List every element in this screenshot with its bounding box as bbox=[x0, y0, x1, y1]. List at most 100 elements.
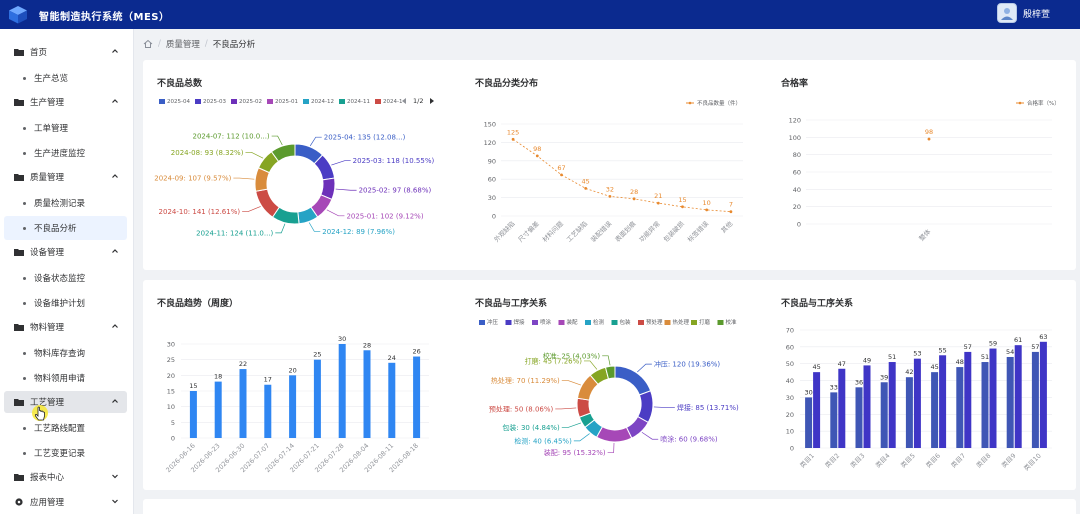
legend-label[interactable]: 合格率（%） bbox=[1027, 99, 1060, 107]
user-menu[interactable]: 殷梓萱 bbox=[996, 3, 1050, 23]
bar[interactable] bbox=[913, 358, 921, 448]
legend-swatch[interactable] bbox=[638, 320, 644, 325]
bar[interactable] bbox=[931, 372, 939, 448]
legend-swatch[interactable] bbox=[691, 320, 697, 325]
bar[interactable] bbox=[1039, 341, 1047, 448]
sidebar-group[interactable]: 工艺管理 bbox=[4, 391, 127, 413]
sidebar-group[interactable]: 质量管理 bbox=[4, 166, 127, 188]
legend-label[interactable]: 2025-02 bbox=[239, 99, 262, 105]
legend-label[interactable]: 包装 bbox=[620, 318, 632, 326]
sidebar-group[interactable]: 报表中心 bbox=[4, 466, 127, 488]
legend-swatch[interactable] bbox=[159, 99, 165, 104]
legend-swatch[interactable] bbox=[303, 99, 309, 104]
legend-label[interactable]: 打磨 bbox=[699, 318, 711, 326]
data-point[interactable] bbox=[584, 187, 588, 190]
sidebar-group[interactable]: 物料管理 bbox=[4, 316, 127, 338]
bar[interactable] bbox=[989, 348, 997, 448]
bar[interactable] bbox=[239, 369, 247, 438]
bar[interactable] bbox=[338, 344, 346, 438]
pie-slice[interactable] bbox=[595, 426, 633, 443]
bar[interactable] bbox=[413, 356, 421, 438]
legend-swatch[interactable] bbox=[611, 320, 618, 325]
bar[interactable] bbox=[805, 397, 813, 448]
bar[interactable] bbox=[1006, 356, 1014, 448]
legend-swatch[interactable] bbox=[267, 99, 273, 104]
legend-label[interactable]: 2024-11 bbox=[347, 99, 370, 105]
legend-swatch[interactable] bbox=[195, 99, 201, 104]
bar[interactable] bbox=[289, 375, 297, 438]
data-point[interactable] bbox=[560, 173, 563, 177]
sidebar-group[interactable]: 设备管理 bbox=[4, 241, 127, 263]
legend-label[interactable]: 校准 bbox=[726, 318, 738, 326]
sidebar-item[interactable]: 物料领用申请 bbox=[4, 366, 127, 390]
sidebar-item[interactable]: 质量检测记录 bbox=[4, 191, 127, 215]
bar[interactable] bbox=[214, 381, 222, 438]
legend-swatch[interactable] bbox=[532, 320, 538, 325]
data-point[interactable] bbox=[705, 208, 709, 212]
legend-label[interactable]: 2024-12 bbox=[311, 99, 334, 105]
legend-label[interactable]: 检测 bbox=[593, 318, 605, 326]
bar[interactable] bbox=[838, 368, 846, 448]
bar[interactable] bbox=[830, 392, 838, 448]
legend-label[interactable]: 2025-04 bbox=[167, 99, 190, 105]
legend-swatch[interactable] bbox=[664, 320, 671, 325]
bar[interactable] bbox=[264, 384, 272, 438]
sidebar-item[interactable]: 工单管理 bbox=[4, 116, 127, 140]
home-icon[interactable] bbox=[143, 39, 153, 49]
data-point[interactable] bbox=[681, 205, 684, 209]
sidebar-item[interactable]: 物料库存查询 bbox=[4, 341, 127, 365]
bar[interactable] bbox=[388, 362, 396, 438]
bar[interactable] bbox=[888, 362, 896, 448]
legend-swatch[interactable] bbox=[375, 99, 381, 104]
data-point[interactable] bbox=[656, 201, 660, 205]
sidebar-group[interactable]: 应用管理 bbox=[4, 491, 127, 513]
pie-slice[interactable] bbox=[270, 143, 296, 163]
sidebar-item[interactable]: 设备维护计划 bbox=[4, 291, 127, 315]
sidebar-group[interactable]: 首页 bbox=[4, 41, 127, 63]
legend-label[interactable]: 装配 bbox=[567, 318, 579, 326]
legend-label[interactable]: 2024-1 bbox=[383, 99, 402, 105]
pie-slice[interactable] bbox=[604, 365, 616, 380]
bar[interactable] bbox=[189, 391, 197, 438]
legend-next-icon[interactable] bbox=[430, 98, 434, 104]
bar[interactable] bbox=[939, 355, 947, 448]
legend-label[interactable]: 喷涂 bbox=[540, 318, 552, 326]
legend-swatch[interactable] bbox=[339, 99, 345, 104]
bar[interactable] bbox=[813, 372, 821, 448]
sidebar-item[interactable]: 生产总览 bbox=[4, 66, 127, 90]
data-point[interactable] bbox=[632, 197, 636, 201]
legend-label[interactable]: 不良品数量（件） bbox=[697, 99, 741, 107]
bar[interactable] bbox=[956, 367, 964, 448]
bar[interactable] bbox=[1031, 351, 1039, 448]
data-point[interactable] bbox=[608, 194, 612, 198]
bar[interactable] bbox=[981, 362, 989, 448]
legend-label[interactable]: 预处理 bbox=[646, 318, 663, 326]
data-point[interactable] bbox=[729, 210, 733, 214]
avatar[interactable] bbox=[996, 3, 1017, 23]
bar[interactable] bbox=[363, 350, 371, 438]
legend-label[interactable]: 冲压 bbox=[487, 318, 499, 326]
sidebar-item[interactable]: 工艺路线配置 bbox=[4, 416, 127, 440]
data-point[interactable] bbox=[535, 154, 539, 158]
legend-swatch[interactable] bbox=[585, 320, 591, 325]
sidebar-item[interactable]: 不良品分析 bbox=[4, 216, 127, 240]
legend-swatch[interactable] bbox=[479, 320, 485, 325]
bar[interactable] bbox=[905, 377, 913, 448]
breadcrumb-item-quality[interactable]: 质量管理 bbox=[165, 40, 200, 50]
bar[interactable] bbox=[855, 387, 863, 448]
bar[interactable] bbox=[863, 365, 871, 448]
bar[interactable] bbox=[313, 359, 321, 438]
sidebar-item[interactable]: 设备状态监控 bbox=[4, 266, 127, 290]
legend-label[interactable]: 2025-01 bbox=[275, 99, 298, 105]
pie-slice[interactable] bbox=[255, 188, 280, 218]
bar[interactable] bbox=[1014, 345, 1022, 448]
legend-swatch[interactable] bbox=[558, 320, 565, 325]
pie-slice[interactable] bbox=[614, 365, 652, 396]
legend-swatch[interactable] bbox=[717, 320, 724, 325]
data-point[interactable] bbox=[511, 137, 515, 141]
sidebar-item[interactable]: 生产进度监控 bbox=[4, 141, 127, 165]
bar[interactable] bbox=[964, 351, 972, 448]
legend-swatch[interactable] bbox=[231, 99, 237, 104]
legend-label[interactable]: 2025-03 bbox=[203, 99, 226, 105]
data-point[interactable] bbox=[927, 137, 931, 141]
